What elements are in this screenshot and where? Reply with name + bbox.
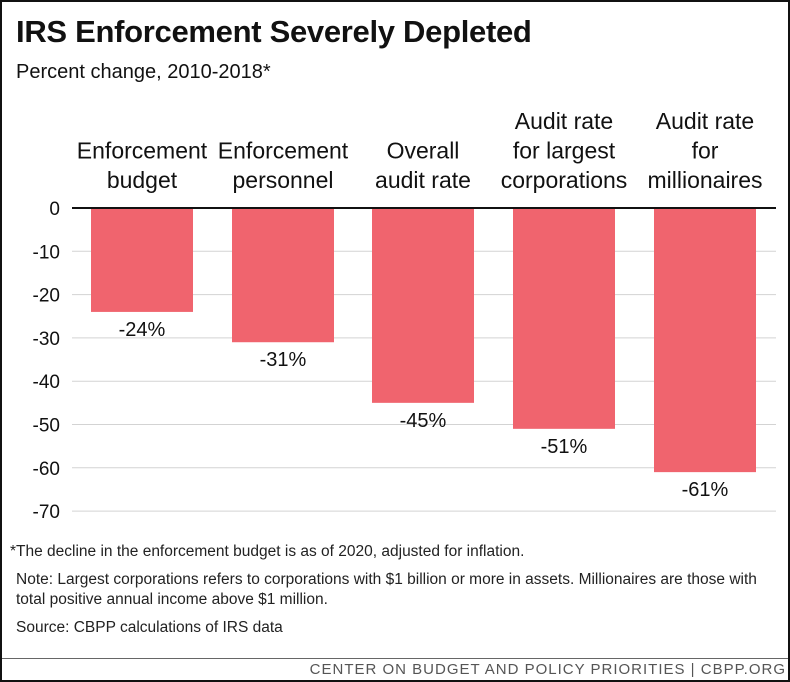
bar-chart: 0 -10 -20 -30 -40 -50 -60 -70 -24% Enforcement bud… xyxy=(33,108,776,523)
category-label: for largest xyxy=(513,138,616,164)
y-tick-label: -20 xyxy=(33,286,60,307)
bar xyxy=(372,208,474,403)
y-tick-label: -60 xyxy=(33,459,60,480)
y-tick-label: -30 xyxy=(33,329,60,350)
y-tick-label: -70 xyxy=(33,502,60,523)
category-label: for xyxy=(692,138,719,164)
category-label: millionaires xyxy=(647,167,762,193)
category-label: Overall xyxy=(387,138,460,164)
footer-divider xyxy=(2,658,788,659)
category-label: Audit rate xyxy=(656,108,754,134)
bar-data-label: -61% xyxy=(682,479,729,501)
footnote: *The decline in the enforcement budget i… xyxy=(10,543,525,560)
category-label: Enforcement xyxy=(77,138,208,164)
y-tick-label: -40 xyxy=(33,372,60,393)
bar xyxy=(513,208,615,429)
bar-data-label: -31% xyxy=(260,349,307,371)
category-label: corporations xyxy=(501,167,628,193)
chart-title: IRS Enforcement Severely Depleted xyxy=(16,14,532,49)
y-tick-label: -50 xyxy=(33,416,60,437)
category-label: Audit rate xyxy=(515,108,613,134)
bar xyxy=(654,208,756,473)
bar-data-label: -51% xyxy=(541,436,588,458)
note-text: Note: Largest corporations refers to cor… xyxy=(16,571,757,608)
category-label: audit rate xyxy=(375,167,471,193)
chart-subtitle: Percent change, 2010-2018* xyxy=(16,61,271,83)
bar-data-label: -45% xyxy=(400,410,447,432)
category-label: Enforcement xyxy=(218,138,349,164)
footer-credit: CENTER ON BUDGET AND POLICY PRIORITIES |… xyxy=(309,661,786,678)
category-label: budget xyxy=(107,167,178,193)
bar-data-label: -24% xyxy=(119,319,166,341)
category-label: personnel xyxy=(232,167,333,193)
y-tick-label: -10 xyxy=(33,242,60,263)
bar xyxy=(91,208,193,312)
bar xyxy=(232,208,334,343)
notes-block: *The decline in the enforcement budget i… xyxy=(10,542,778,638)
y-tick-label: 0 xyxy=(49,199,60,220)
source-text: Source: CBPP calculations of IRS data xyxy=(16,619,283,636)
